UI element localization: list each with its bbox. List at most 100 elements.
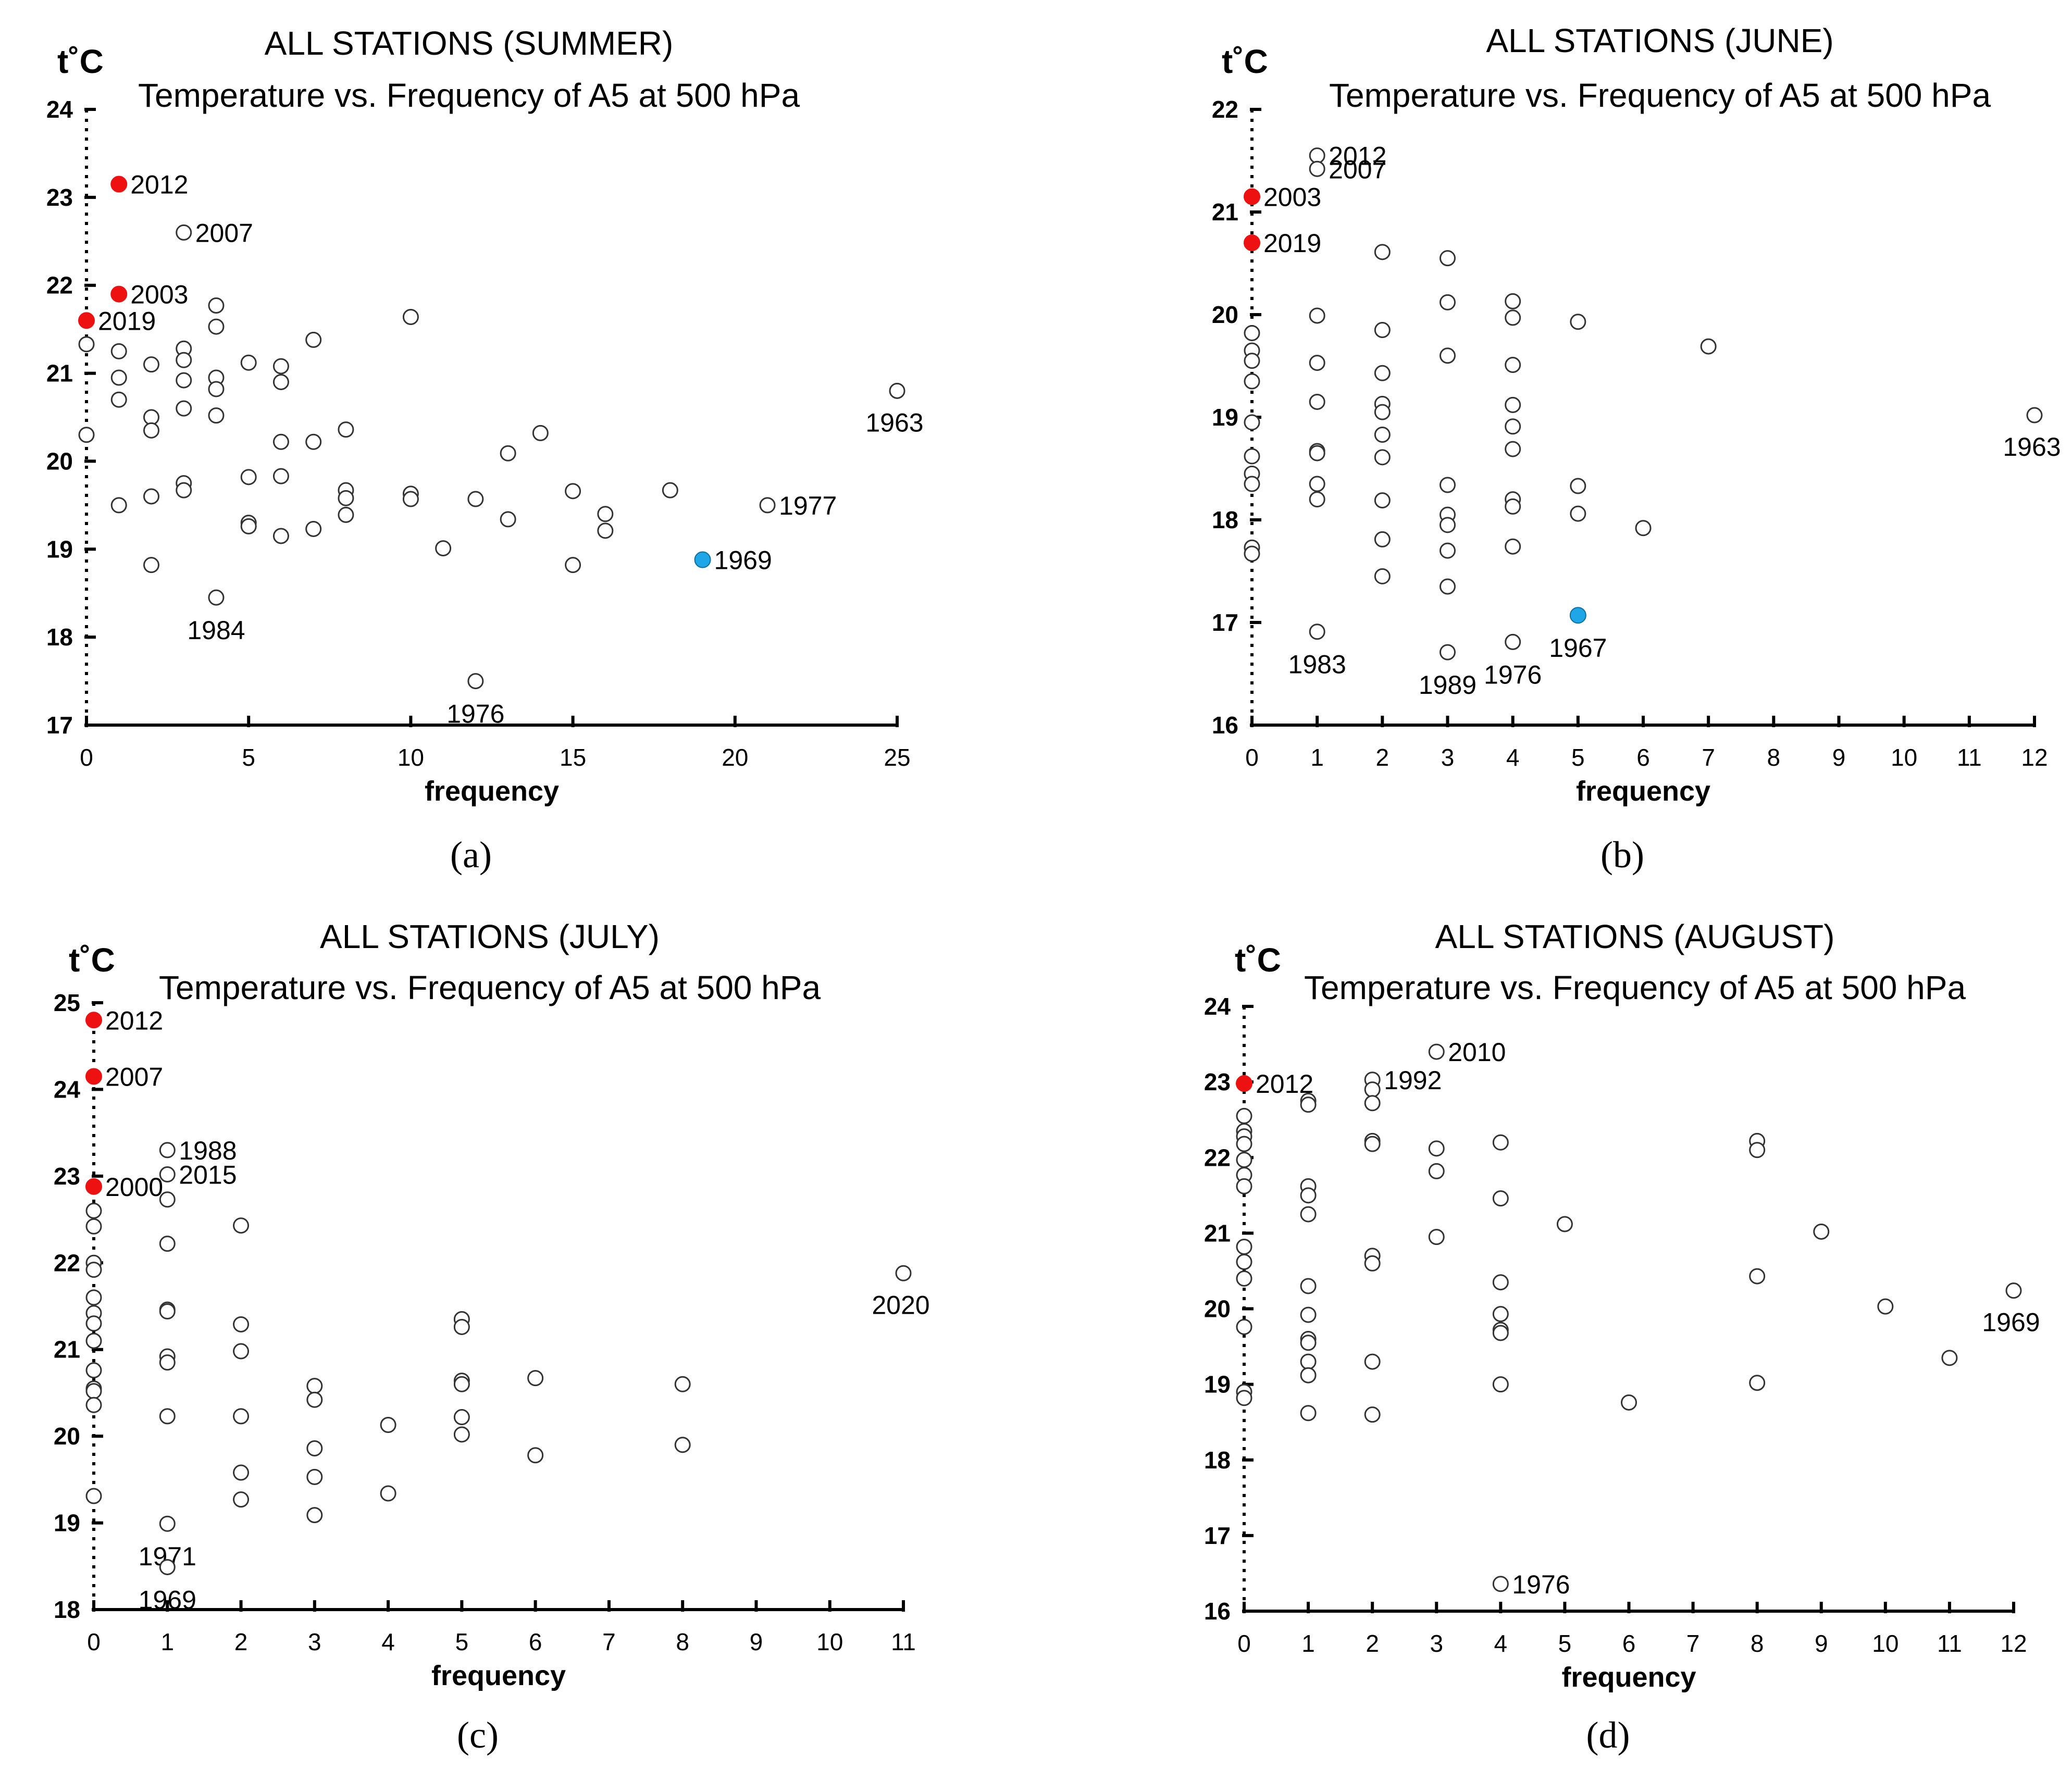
data-point [527, 1447, 544, 1464]
data-point [85, 1315, 102, 1332]
data-point [272, 433, 289, 450]
data-point [272, 358, 289, 375]
x-tick-label: 20 [722, 744, 748, 771]
point-annotation: 1963 [865, 408, 923, 437]
data-point [1236, 1270, 1252, 1287]
data-point [1492, 1190, 1509, 1207]
x-tick-label: 10 [398, 744, 424, 771]
y-axis-label: t˚C [69, 941, 115, 979]
data-point [402, 309, 419, 326]
data-point [1236, 1254, 1252, 1270]
data-point [402, 491, 419, 507]
point-annotation: 1992 [1384, 1066, 1442, 1095]
data-point [1236, 1178, 1252, 1194]
x-tick-label: 8 [1767, 744, 1781, 771]
data-point [233, 1464, 250, 1481]
data-point [85, 1397, 102, 1413]
point-annotation: 1969 [139, 1585, 196, 1614]
data-point [85, 1262, 102, 1278]
data-point [1236, 1152, 1252, 1168]
data-point [1749, 1142, 1766, 1158]
data-point [1440, 250, 1456, 267]
panel-caption: (d) [1586, 1714, 1630, 1756]
data-point [305, 520, 322, 537]
data-point [78, 427, 95, 443]
data-point [110, 176, 128, 193]
data-point [1364, 1136, 1381, 1152]
data-point [176, 372, 192, 389]
y-axis-label: t˚C [57, 43, 104, 80]
y-tick-label: 24 [46, 96, 73, 123]
data-point [1505, 418, 1521, 435]
data-point [159, 1408, 176, 1425]
chart-subtitle: Temperature vs. Frequency of A5 at 500 h… [1329, 77, 1991, 114]
x-tick-label: 11 [1957, 744, 1982, 771]
y-tick-label: 22 [46, 272, 73, 299]
data-point [1236, 1136, 1252, 1152]
y-tick-label: 19 [1204, 1371, 1231, 1398]
data-point [78, 312, 95, 329]
data-point [2005, 1282, 2022, 1299]
x-tick-label: 0 [1237, 1630, 1251, 1657]
data-point [143, 409, 159, 426]
data-point [233, 1316, 250, 1332]
data-point [1309, 160, 1325, 177]
data-point [1244, 373, 1260, 390]
data-point [1364, 1353, 1381, 1370]
data-point [208, 297, 225, 314]
data-point [240, 469, 257, 485]
x-tick-label: 4 [1494, 1630, 1508, 1657]
point-annotation: 1969 [1982, 1308, 2040, 1337]
data-point [338, 421, 354, 438]
x-tick-label: 2 [1376, 744, 1389, 771]
data-point [1244, 234, 1260, 252]
data-point [1300, 1335, 1317, 1351]
data-point [85, 1332, 102, 1349]
data-point [1428, 1043, 1445, 1060]
data-point [380, 1485, 396, 1502]
data-point [240, 354, 257, 371]
data-point [306, 1440, 323, 1456]
x-tick-label: 4 [381, 1628, 395, 1655]
data-point [176, 400, 192, 417]
data-point [1364, 1406, 1381, 1423]
y-tick-label: 20 [1212, 301, 1238, 328]
data-point [110, 391, 127, 408]
data-point [1374, 568, 1391, 584]
data-point [306, 1391, 323, 1408]
data-point [1244, 545, 1260, 562]
data-point [1374, 322, 1391, 339]
x-axis-title: frequency [425, 776, 559, 807]
data-point [674, 1437, 691, 1453]
data-point [597, 522, 614, 539]
x-tick-label: 15 [560, 744, 586, 771]
data-point [272, 468, 289, 484]
x-tick-label: 0 [80, 744, 93, 771]
panel-a: ALL STATIONS (SUMMER) Temperature vs. Fre… [46, 24, 924, 876]
point-annotation: 2020 [872, 1290, 929, 1319]
y-tick-label: 19 [46, 535, 73, 563]
data-point [1505, 498, 1521, 515]
data-point [1505, 309, 1521, 326]
point-annotation: 1976 [446, 700, 504, 729]
data-point [1244, 325, 1260, 341]
data-point [306, 1468, 323, 1485]
x-tick-label: 7 [1702, 744, 1715, 771]
x-tick-label: 0 [87, 1628, 101, 1655]
data-point [1556, 1216, 1573, 1232]
data-point [1440, 517, 1456, 533]
y-tick-label: 18 [1204, 1447, 1231, 1474]
data-point [1440, 347, 1456, 364]
data-point [1374, 531, 1391, 547]
data-point [1749, 1375, 1766, 1391]
point-annotation: 2019 [98, 306, 156, 335]
data-point [694, 551, 711, 568]
data-point [1300, 1096, 1317, 1113]
data-point [1309, 445, 1325, 462]
y-tick-label: 17 [1212, 609, 1238, 636]
point-annotation: 1967 [1549, 633, 1607, 663]
data-point [1244, 448, 1260, 465]
x-axis-title: frequency [431, 1660, 566, 1691]
point-annotation: 2019 [1263, 229, 1321, 258]
x-axis-title: frequency [1561, 1662, 1696, 1693]
